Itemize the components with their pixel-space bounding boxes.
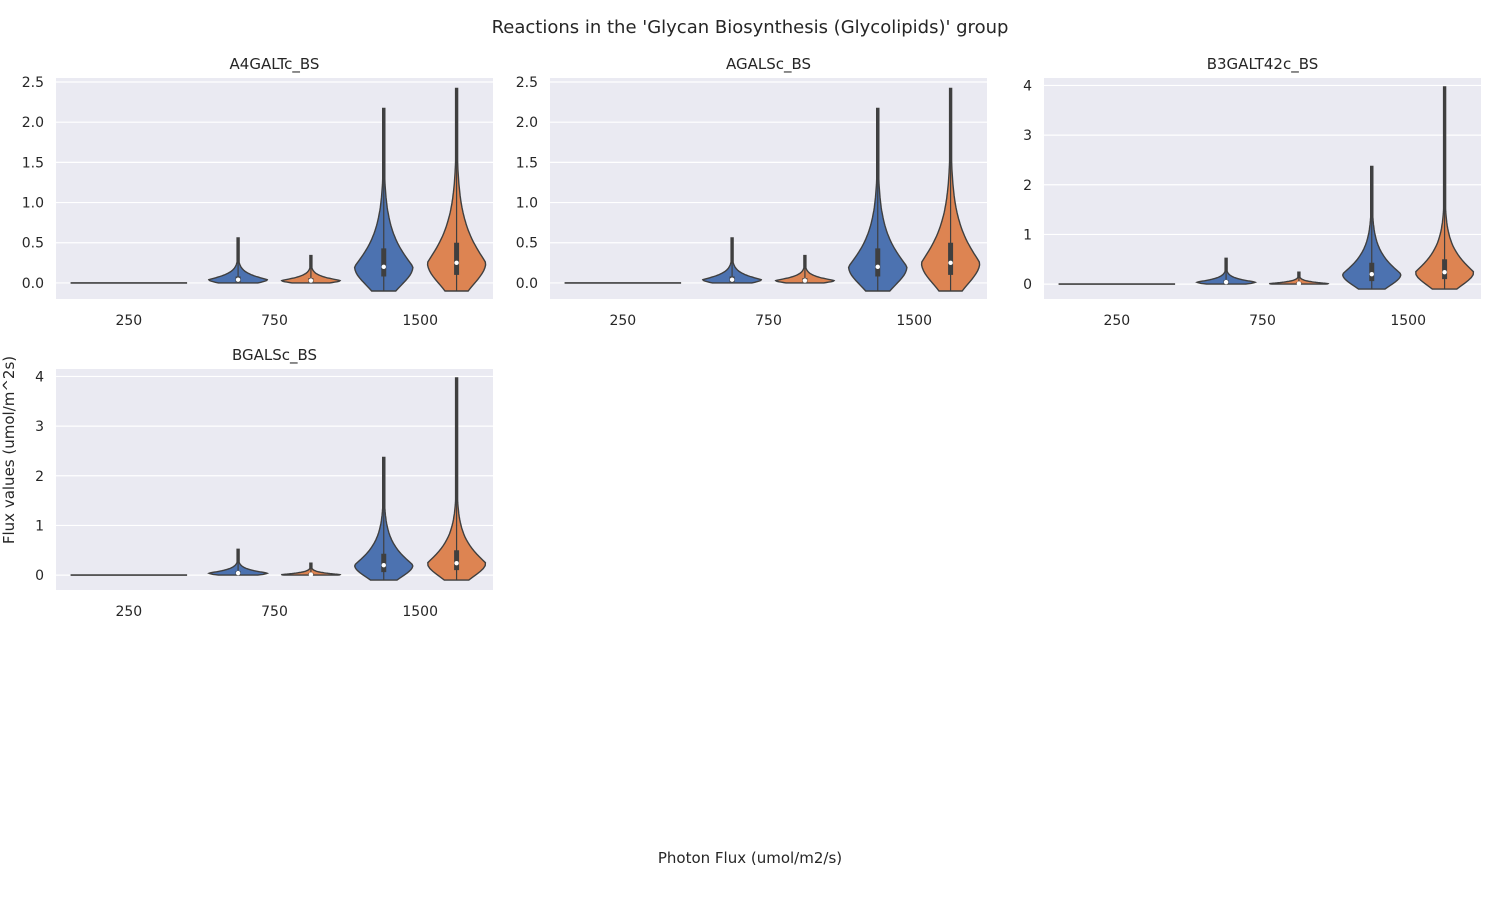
violin-iqr-box [875, 248, 881, 277]
violin-iqr-box [454, 242, 460, 275]
x-tick-label: 250 [1103, 313, 1130, 329]
y-tick-label: 1 [35, 518, 44, 534]
y-tick-label: 4 [1023, 78, 1032, 94]
y-tick-label: 0.0 [516, 276, 538, 292]
violin-median-dot [454, 560, 459, 566]
violin-median-dot [308, 572, 314, 577]
violin-median-dot [308, 278, 314, 283]
panel-title: AGALSc_BS [726, 55, 811, 74]
panel-1: 0.0 0.5 1.0 1.5 2.0 2.5 AGALSc_BS 250 750 1500 [516, 55, 987, 329]
y-tick-label: 4 [35, 369, 44, 385]
x-tick-label: 250 [115, 313, 142, 329]
x-tick-label: 1500 [896, 313, 932, 329]
violin-median-dot [235, 277, 241, 282]
violin-iqr-box [381, 248, 387, 277]
y-axis-label: Flux values (umol/m^2s) [0, 356, 18, 544]
y-tick-label: 2 [35, 469, 44, 485]
x-tick-label: 250 [609, 313, 636, 329]
x-tick-label: 750 [755, 313, 782, 329]
violin-median-dot [1442, 269, 1447, 275]
y-tick-label: 0.5 [22, 236, 44, 252]
violin-median-dot [729, 277, 735, 282]
figure-title: Reactions in the 'Glycan Biosynthesis (G… [492, 17, 1009, 38]
y-tick-label: 1.0 [516, 196, 538, 212]
violin-median-dot [1223, 279, 1229, 285]
violin-median-dot [1296, 281, 1302, 286]
plot-area [1044, 78, 1481, 299]
y-tick-label: 3 [35, 419, 44, 435]
violin-median-dot [381, 562, 386, 568]
plot-area [56, 369, 493, 590]
x-tick-label: 750 [261, 604, 288, 620]
y-tick-label: 1.5 [516, 155, 538, 171]
y-tick-label: 2.0 [516, 115, 538, 131]
panel-title: BGALSc_BS [232, 346, 317, 365]
x-tick-label: 1500 [402, 604, 438, 620]
violin-iqr-box [381, 553, 387, 573]
panel-title: A4GALTc_BS [230, 55, 320, 74]
panel-2: 0 1 2 3 4 B3GALT42c_BS 250 750 1500 [1023, 55, 1481, 329]
y-tick-label: 1 [1023, 227, 1032, 243]
violin-iqr-box [1442, 259, 1448, 280]
violin-median-dot [235, 570, 241, 576]
y-tick-label: 2.5 [516, 75, 538, 91]
violin-median-dot [381, 264, 386, 270]
plot-area [550, 78, 987, 299]
panel-3: 0 1 2 3 4 BGALSc_BS 250 750 1500 [35, 346, 493, 620]
x-tick-label: 750 [1249, 313, 1276, 329]
y-tick-label: 2.0 [22, 115, 44, 131]
y-tick-label: 0 [35, 568, 44, 584]
y-tick-label: 1.5 [22, 155, 44, 171]
x-tick-label: 1500 [402, 313, 438, 329]
y-tick-label: 3 [1023, 128, 1032, 144]
panel-0: 0.0 0.5 1.0 1.5 2.0 2.5 A4GALTc_BS 250 750 1500 [22, 55, 493, 329]
x-tick-label: 750 [261, 313, 288, 329]
y-tick-label: 2 [1023, 178, 1032, 194]
violin-median-dot [948, 260, 953, 266]
panel-title: B3GALT42c_BS [1207, 55, 1319, 74]
x-tick-label: 250 [115, 604, 142, 620]
violin-median-dot [1369, 271, 1374, 277]
x-tick-label: 1500 [1390, 313, 1426, 329]
y-tick-label: 1.0 [22, 196, 44, 212]
y-tick-label: 0.5 [516, 236, 538, 252]
violin-median-dot [454, 260, 459, 266]
violin-iqr-box [948, 242, 954, 275]
violin-median-dot [875, 264, 880, 270]
x-axis-label: Photon Flux (umol/m2/s) [658, 849, 842, 867]
y-tick-label: 0 [1023, 277, 1032, 293]
y-tick-label: 0.0 [22, 276, 44, 292]
plot-area [56, 78, 493, 299]
violin-iqr-box [1369, 262, 1375, 282]
violin-median-dot [802, 278, 808, 283]
y-tick-label: 2.5 [22, 75, 44, 91]
violin-iqr-box [454, 550, 460, 571]
